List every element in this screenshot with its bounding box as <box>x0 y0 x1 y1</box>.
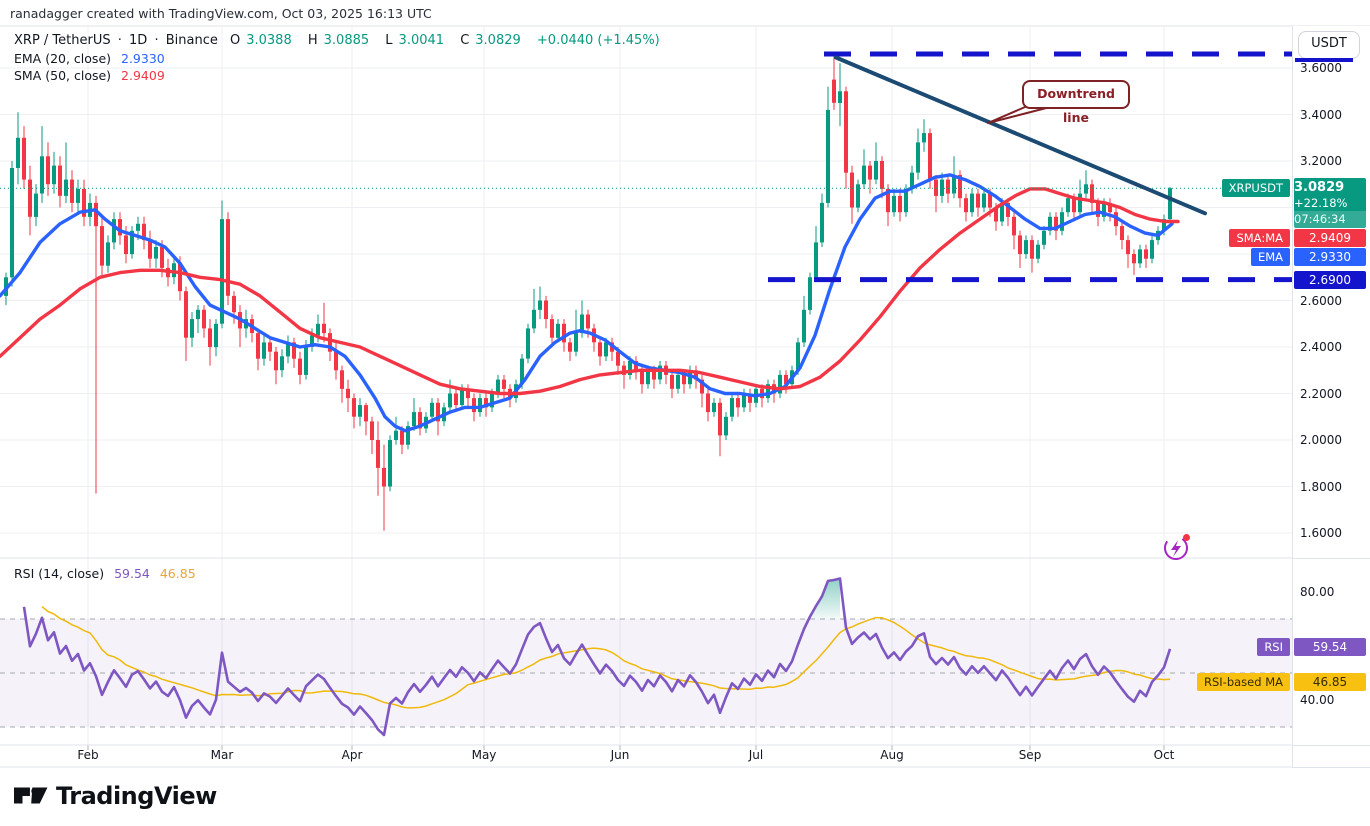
bar-countdown: 07:46:34 <box>1294 211 1366 229</box>
sma-legend-row[interactable]: SMA (50, close) 2.9409 <box>14 68 165 83</box>
exchange-label: Binance <box>165 33 218 48</box>
rsi-ma-axis-label: RSI-based MA <box>1197 672 1290 691</box>
last-price-label: XRPUSDT <box>1221 179 1290 198</box>
rsi-band <box>0 619 1292 727</box>
price-tick: 2.2000 <box>1300 386 1342 401</box>
interval-label: 1D <box>129 33 148 48</box>
chart-canvas[interactable] <box>0 0 1370 770</box>
price-tick: 2.0000 <box>1300 433 1342 447</box>
month-label-apr: Apr <box>341 748 363 762</box>
sma-legend-value: 2.9409 <box>121 68 165 83</box>
ema-value-badge: 2.9330 <box>1294 248 1366 266</box>
price-tick: 2.4000 <box>1300 340 1342 354</box>
rsi-ma-legend-value: 46.85 <box>159 566 196 581</box>
price-tick: 3.4000 <box>1300 107 1342 122</box>
rsi-ma-line[interactable] <box>41 606 1171 709</box>
month-label-may: May <box>471 748 497 762</box>
month-label-aug: Aug <box>880 748 904 762</box>
price-tick: 1.6000 <box>1300 526 1342 540</box>
ema-axis-label: EMA <box>1250 248 1290 266</box>
rsi-tick-80: 80.00 <box>1300 585 1335 599</box>
rsi-overbought-fill <box>810 578 840 619</box>
rsi-tick-40: 40.00 <box>1300 693 1335 707</box>
downtrend-line[interactable] <box>834 55 1207 216</box>
resistance-line-stub <box>1295 58 1353 62</box>
month-label-sep: Sep <box>1018 748 1042 762</box>
ohlc-values: O 3.0388 H 3.0885 L 3.0041 C 3.0829 +0.0440 … <box>230 33 660 48</box>
sma-value-badge: 2.9409 <box>1294 229 1366 247</box>
month-label-jun: Jun <box>610 748 630 762</box>
rsi-line[interactable] <box>22 577 1172 737</box>
tradingview-logo[interactable]: TradingView <box>14 779 217 813</box>
sma-axis-label: SMA:MA <box>1229 229 1290 247</box>
ema-legend-row[interactable]: EMA (20, close) 2.9330 <box>14 51 165 66</box>
watermark-text: ranadagger created with TradingView.com,… <box>10 6 432 21</box>
tradingview-logo-icon <box>14 787 48 804</box>
flash-icon[interactable] <box>1161 533 1192 564</box>
support-level-badge: 2.6900 <box>1294 270 1366 289</box>
ema-line[interactable] <box>0 173 1174 433</box>
price-tick: 1.8000 <box>1300 479 1342 494</box>
rsi-axis-label: RSI <box>1257 638 1290 657</box>
currency-toggle-button[interactable]: USDT <box>1298 31 1360 59</box>
rsi-legend-value: 59.54 <box>114 566 150 581</box>
symbol-name: XRP / TetherUS <box>14 33 111 48</box>
brand-wordmark: TradingView <box>56 782 217 810</box>
price-tick: 3.2000 <box>1300 154 1342 168</box>
month-label-mar: Mar <box>210 748 234 762</box>
rsi-ma-value-badge: 46.85 <box>1294 672 1366 691</box>
time-axis[interactable]: Feb Mar Apr May Jun Jul Aug Sep Oct <box>0 745 1292 767</box>
rsi-legend-row[interactable]: RSI (14, close) 59.54 46.85 <box>14 566 196 581</box>
month-label-jul: Jul <box>748 748 764 762</box>
change-value: +0.0440 (+1.45%) <box>536 33 660 48</box>
ema-legend-value: 2.9330 <box>121 51 165 66</box>
rsi-value-badge: 59.54 <box>1294 638 1366 657</box>
sma-line[interactable] <box>0 187 1180 396</box>
downtrend-callout[interactable]: Downtrend line <box>1022 80 1130 125</box>
price-tick: 2.6000 <box>1300 293 1342 308</box>
month-label-feb: Feb <box>77 748 99 762</box>
last-price-badge: 3.0829 +22.18% 07:46:34 <box>1294 178 1366 229</box>
month-label-oct: Oct <box>1153 748 1175 762</box>
price-scale[interactable]: USDT 3.0829 +22.18% 07:46:34 2.9409 2.93… <box>1292 26 1370 768</box>
price-tick: 3.6000 <box>1300 61 1342 75</box>
